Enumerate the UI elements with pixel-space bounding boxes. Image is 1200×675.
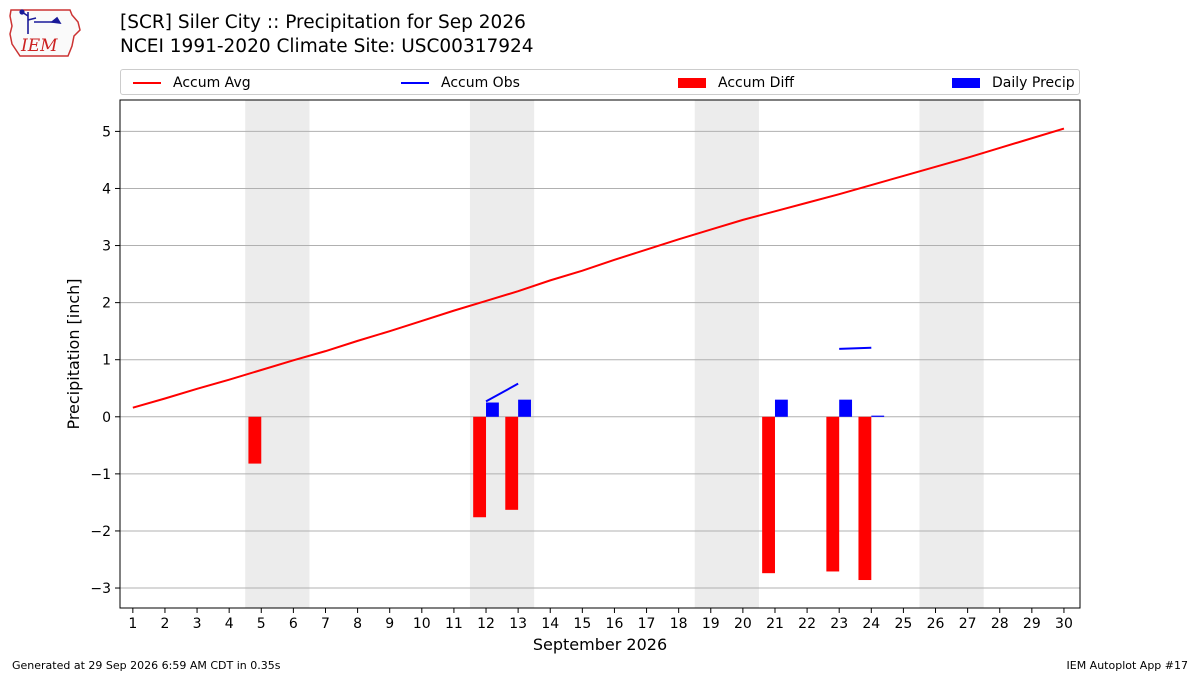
x-tick-label: 18	[670, 616, 688, 632]
legend-item-accum-avg: Accum Avg	[133, 73, 251, 93]
accum-diff-bar-day-23	[826, 416, 840, 572]
legend-item-accum-diff: Accum Diff	[678, 73, 794, 93]
daily-precip-bar-day-13	[518, 399, 531, 417]
x-tick-label: 22	[798, 616, 816, 632]
x-tick-label: 27	[959, 616, 977, 632]
accum-obs-line-segment-0	[485, 382, 519, 403]
weather-instruments-icon	[19, 9, 62, 34]
legend-label-accum-avg: Accum Avg	[173, 75, 251, 91]
chart-title: [SCR] Siler City :: Precipitation for Se…	[120, 12, 526, 33]
x-tick-label: 11	[445, 616, 463, 632]
x-tick-label: 24	[862, 616, 880, 632]
weekend-shading-layer	[245, 100, 984, 608]
legend-swatch-daily-precip	[952, 78, 980, 88]
daily-precip-bar-day-12	[486, 402, 499, 417]
chart-subtitle: NCEI 1991-2020 Climate Site: USC00317924	[120, 36, 534, 57]
iem-logo: IEM	[9, 9, 81, 57]
x-tick-label: 28	[991, 616, 1009, 632]
y-tick-label: 2	[102, 296, 111, 312]
x-tick-label: 17	[638, 616, 656, 632]
x-tick-label: 1	[128, 616, 137, 632]
legend-swatch-accum-obs	[401, 82, 429, 84]
x-tick-label: 25	[894, 616, 912, 632]
lines-layer	[132, 127, 1065, 409]
x-tick-label: 5	[257, 616, 266, 632]
x-tick-label: 10	[413, 616, 431, 632]
x-tick-label: 13	[509, 616, 527, 632]
daily-precip-bar-day-24	[871, 415, 885, 417]
weekend-shade-1	[469, 100, 535, 608]
legend-swatch-accum-diff	[678, 78, 706, 88]
x-tick-label: 9	[385, 616, 394, 632]
y-tick-label: −1	[90, 467, 111, 483]
chart-legend: Accum Avg Accum Obs Accum Diff Daily Pre…	[120, 69, 1080, 95]
x-axis-label: September 2026	[533, 635, 667, 654]
bars-layer	[248, 399, 885, 581]
y-tick-label: 5	[102, 124, 111, 140]
accum-diff-bar-day-5	[248, 416, 262, 464]
accum-diff-bar-day-24	[858, 416, 872, 581]
accum-diff-bar-day-13	[505, 416, 519, 510]
y-tick-label: −2	[90, 524, 111, 540]
x-tick-label: 19	[702, 616, 720, 632]
x-tick-label: 14	[541, 616, 559, 632]
generated-timestamp: Generated at 29 Sep 2026 6:59 AM CDT in …	[12, 659, 281, 672]
legend-label-accum-diff: Accum Diff	[718, 75, 795, 91]
app-id: IEM Autoplot App #17	[1066, 659, 1189, 672]
x-tick-label: 2	[160, 616, 169, 632]
y-axis-label: Precipitation [inch]	[64, 278, 83, 429]
gridlines-layer	[120, 130, 1080, 589]
x-tick-label: 3	[193, 616, 202, 632]
weekend-shade-2	[694, 100, 759, 608]
y-tick-label: −3	[90, 581, 111, 597]
legend-item-daily-precip: Daily Precip	[952, 73, 1075, 93]
x-tick-label: 26	[927, 616, 945, 632]
weekend-shade-3	[919, 100, 984, 608]
x-tick-label: 29	[1023, 616, 1041, 632]
daily-precip-bar-day-23	[839, 399, 853, 417]
x-tick-label: 21	[766, 616, 784, 632]
x-tick-label: 8	[353, 616, 362, 632]
x-tick-label: 16	[606, 616, 624, 632]
logo-text: IEM	[20, 36, 58, 56]
x-tick-label: 7	[321, 616, 330, 632]
accum-diff-bar-day-12	[473, 416, 487, 518]
plot-frame	[119, 99, 1081, 609]
accum-obs-line-segment-1	[839, 346, 872, 350]
legend-item-accum-obs: Accum Obs	[401, 73, 520, 93]
x-tick-label: 20	[734, 616, 752, 632]
accum-diff-bar-day-21	[762, 416, 775, 574]
y-tick-label: 4	[102, 181, 111, 197]
y-tick-label: 1	[102, 353, 111, 369]
y-tick-label: 3	[102, 239, 111, 255]
legend-swatch-accum-avg	[133, 82, 161, 84]
x-tick-label: 30	[1055, 616, 1073, 632]
legend-label-accum-obs: Accum Obs	[441, 75, 520, 91]
accum-avg-line	[132, 127, 1065, 409]
x-tick-label: 4	[225, 616, 234, 632]
x-tick-label: 15	[573, 616, 591, 632]
x-tick-label: 23	[830, 616, 848, 632]
x-tick-label: 12	[477, 616, 495, 632]
daily-precip-bar-day-21	[774, 399, 788, 417]
y-tick-label: 0	[102, 410, 111, 426]
weekend-shade-0	[245, 100, 310, 608]
x-tick-label: 6	[289, 616, 298, 632]
legend-label-daily-precip: Daily Precip	[992, 75, 1075, 91]
